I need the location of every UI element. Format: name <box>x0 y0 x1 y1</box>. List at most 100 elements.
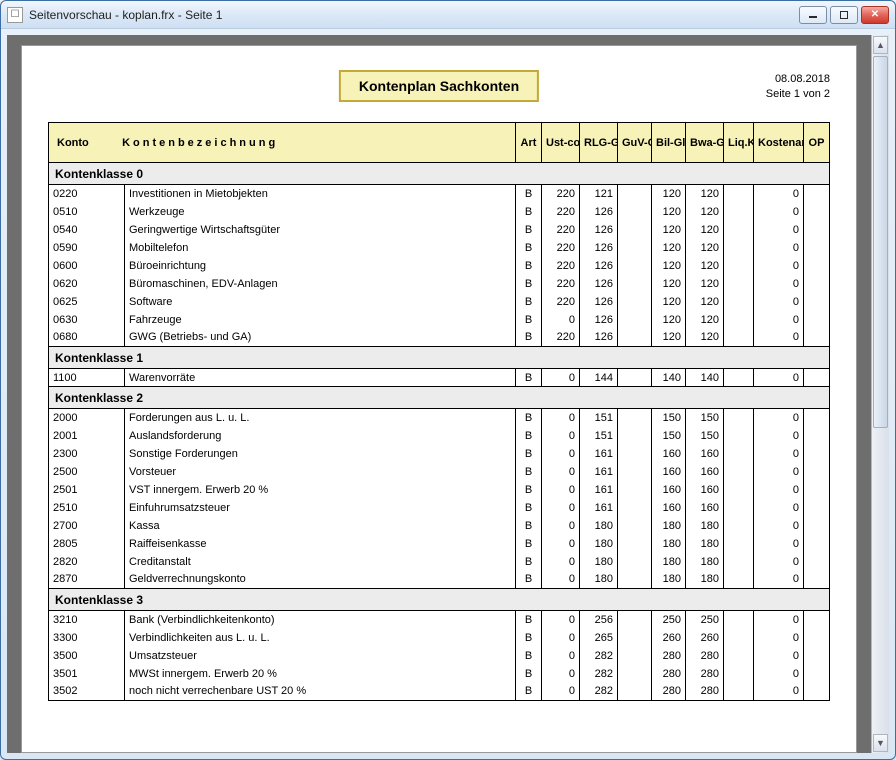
cell-op <box>804 185 830 203</box>
close-button[interactable]: ✕ <box>861 6 889 24</box>
cell-liq <box>724 369 754 387</box>
minimize-button[interactable] <box>799 6 827 24</box>
cell-art: B <box>516 185 542 203</box>
cell-ust: 0 <box>542 535 580 553</box>
cell-rlg: 180 <box>580 571 618 589</box>
cell-ust: 220 <box>542 275 580 293</box>
cell-kost: 0 <box>754 571 804 589</box>
cell-ust: 0 <box>542 481 580 499</box>
cell-kost: 0 <box>754 499 804 517</box>
maximize-button[interactable] <box>830 6 858 24</box>
cell-bez: Kassa <box>125 517 516 535</box>
cell-bwa: 120 <box>686 329 724 347</box>
cell-bil: 120 <box>652 221 686 239</box>
cell-liq <box>724 683 754 701</box>
cell-kost: 0 <box>754 369 804 387</box>
cell-liq <box>724 463 754 481</box>
cell-guv <box>618 535 652 553</box>
cell-art: B <box>516 481 542 499</box>
cell-bez: Raiffeisenkasse <box>125 535 516 553</box>
col-rlg: RLG-Gli. <box>580 123 618 163</box>
scroll-thumb[interactable] <box>873 56 888 428</box>
cell-bwa: 260 <box>686 629 724 647</box>
cell-bez: Verbindlichkeiten aus L. u. L. <box>125 629 516 647</box>
cell-kost: 0 <box>754 445 804 463</box>
cell-konto: 3502 <box>49 683 125 701</box>
cell-kost: 0 <box>754 409 804 427</box>
cell-bez: VST innergem. Erwerb 20 % <box>125 481 516 499</box>
cell-rlg: 126 <box>580 203 618 221</box>
cell-rlg: 126 <box>580 329 618 347</box>
cell-ust: 0 <box>542 369 580 387</box>
group-header-row: Kontenklasse 2 <box>49 387 830 409</box>
cell-bil: 120 <box>652 311 686 329</box>
cell-bwa: 120 <box>686 221 724 239</box>
cell-konto: 2000 <box>49 409 125 427</box>
cell-bez: Fahrzeuge <box>125 311 516 329</box>
cell-konto: 2500 <box>49 463 125 481</box>
scroll-down-button[interactable]: ▼ <box>873 734 888 752</box>
cell-ust: 0 <box>542 499 580 517</box>
cell-guv <box>618 445 652 463</box>
cell-bil: 280 <box>652 665 686 683</box>
table-row: 0625SoftwareB2201261201200 <box>49 293 830 311</box>
cell-bez: Büromaschinen, EDV-Anlagen <box>125 275 516 293</box>
group-label: Kontenklasse 3 <box>49 589 830 611</box>
cell-kost: 0 <box>754 535 804 553</box>
cell-kost: 0 <box>754 221 804 239</box>
cell-rlg: 121 <box>580 185 618 203</box>
cell-guv <box>618 311 652 329</box>
cell-kost: 0 <box>754 463 804 481</box>
cell-liq <box>724 293 754 311</box>
cell-liq <box>724 275 754 293</box>
col-liq: Liq.Kz. <box>724 123 754 163</box>
cell-konto: 2820 <box>49 553 125 571</box>
cell-bil: 120 <box>652 203 686 221</box>
cell-konto: 2510 <box>49 499 125 517</box>
page-viewport[interactable]: Kontenplan Sachkonten 08.08.2018 Seite 1… <box>7 35 871 753</box>
cell-guv <box>618 369 652 387</box>
cell-bez: Forderungen aus L. u. L. <box>125 409 516 427</box>
scroll-track[interactable] <box>873 56 888 732</box>
cell-bil: 180 <box>652 553 686 571</box>
cell-bwa: 180 <box>686 553 724 571</box>
cell-guv <box>618 499 652 517</box>
scroll-up-button[interactable]: ▲ <box>873 36 888 54</box>
cell-konto: 2805 <box>49 535 125 553</box>
table-row: 3300Verbindlichkeiten aus L. u. L.B02652… <box>49 629 830 647</box>
report-page: Kontenplan Sachkonten 08.08.2018 Seite 1… <box>21 45 857 753</box>
table-row: 0220Investitionen in MietobjektenB220121… <box>49 185 830 203</box>
vertical-scrollbar[interactable]: ▲ ▼ <box>871 35 889 753</box>
cell-bil: 160 <box>652 445 686 463</box>
col-kost: Kostenart <box>754 123 804 163</box>
titlebar[interactable]: ☐ Seitenvorschau - koplan.frx - Seite 1 … <box>1 1 895 29</box>
table-row: 0600BüroeinrichtungB2201261201200 <box>49 257 830 275</box>
cell-konto: 2501 <box>49 481 125 499</box>
cell-bez: Umsatzsteuer <box>125 647 516 665</box>
cell-bwa: 180 <box>686 517 724 535</box>
cell-liq <box>724 481 754 499</box>
cell-art: B <box>516 203 542 221</box>
cell-guv <box>618 185 652 203</box>
cell-konto: 3210 <box>49 611 125 629</box>
cell-op <box>804 275 830 293</box>
cell-art: B <box>516 369 542 387</box>
col-konto-bez: Konto Kontenbezeichnung <box>49 123 516 163</box>
group-header-row: Kontenklasse 1 <box>49 347 830 369</box>
cell-bil: 180 <box>652 571 686 589</box>
cell-op <box>804 629 830 647</box>
col-op: OP <box>804 123 830 163</box>
cell-kost: 0 <box>754 481 804 499</box>
cell-bwa: 120 <box>686 257 724 275</box>
cell-konto: 0220 <box>49 185 125 203</box>
cell-guv <box>618 463 652 481</box>
cell-art: B <box>516 683 542 701</box>
group-label: Kontenklasse 1 <box>49 347 830 369</box>
cell-bwa: 160 <box>686 463 724 481</box>
cell-kost: 0 <box>754 553 804 571</box>
report-date: 08.08.2018 <box>766 72 830 87</box>
cell-art: B <box>516 463 542 481</box>
cell-bwa: 160 <box>686 499 724 517</box>
cell-bwa: 120 <box>686 311 724 329</box>
col-ust: Ust-code <box>542 123 580 163</box>
